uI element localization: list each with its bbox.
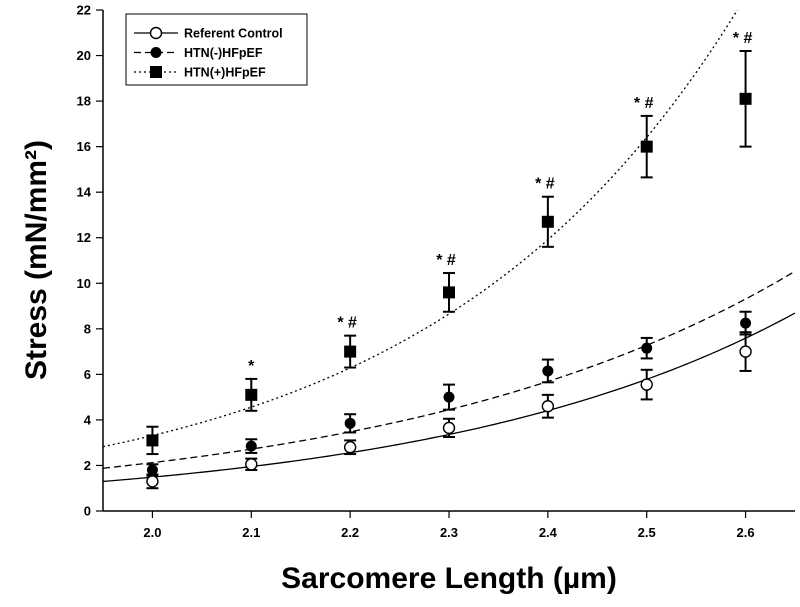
y-tick-label: 14 — [77, 185, 92, 200]
y-tick-label: 18 — [77, 94, 91, 109]
y-tick-label: 4 — [84, 412, 92, 427]
y-tick-label: 8 — [84, 321, 91, 336]
filled-circle-marker — [344, 417, 356, 429]
filled-circle-marker — [146, 464, 158, 476]
data-markers — [146, 92, 752, 488]
x-axis-title: Sarcomere Length (µm) — [281, 562, 617, 595]
open-circle-marker — [541, 400, 555, 413]
x-tick-label: 2.2 — [341, 525, 359, 540]
y-axis-ticks: 0 2 4 6 8 10 12 14 16 18 20 22 — [77, 3, 103, 519]
significance-label: * # — [436, 252, 456, 269]
y-axis-title: Stress (mN/mm²) — [20, 140, 53, 380]
filled-circle-marker — [740, 317, 752, 329]
filled-circle-marker — [245, 440, 257, 452]
y-tick-label: 22 — [77, 3, 91, 18]
y-tick-label: 6 — [84, 367, 91, 382]
x-tick-label: 2.0 — [143, 525, 161, 540]
legend-label: HTN(-)HFpEF — [184, 46, 263, 60]
square-marker — [739, 92, 752, 105]
significance-label: * — [248, 358, 255, 375]
x-axis-ticks: 2.0 2.1 2.2 2.3 2.4 2.5 2.6 — [143, 511, 755, 540]
open-circle-marker — [343, 441, 357, 454]
significance-label: * # — [634, 95, 654, 112]
x-tick-label: 2.1 — [242, 525, 260, 540]
square-marker — [541, 215, 554, 228]
square-marker — [640, 140, 653, 153]
x-tick-label: 2.6 — [737, 525, 755, 540]
open-circle-marker — [739, 345, 752, 358]
open-circle-marker — [245, 458, 258, 471]
x-tick-label: 2.4 — [539, 525, 558, 540]
legend-label: HTN(+)HFpEF — [184, 66, 266, 80]
y-tick-label: 0 — [84, 504, 91, 519]
y-tick-label: 10 — [77, 276, 91, 291]
filled-circle-marker — [443, 391, 455, 403]
square-marker — [443, 286, 455, 299]
filled-circle-marker — [150, 47, 162, 58]
square-marker — [150, 66, 162, 78]
square-marker — [344, 345, 357, 358]
significance-label: * # — [733, 30, 753, 47]
significance-label: * # — [535, 176, 555, 193]
filled-circle-marker — [542, 365, 554, 377]
x-tick-label: 2.5 — [638, 525, 656, 540]
y-tick-label: 12 — [77, 230, 91, 245]
open-circle-marker — [146, 475, 159, 488]
legend: Referent Control HTN(-)HFpEF HTN(+)HFpEF — [125, 13, 308, 86]
significance-annotations: * * # * # * # * # * # — [248, 30, 752, 375]
open-circle-marker — [442, 421, 456, 435]
square-marker — [146, 434, 159, 447]
x-tick-label: 2.3 — [440, 525, 458, 540]
square-marker — [245, 388, 258, 401]
legend-label: Referent Control — [184, 27, 283, 41]
filled-circle-marker — [641, 342, 653, 354]
fit-curve — [103, 270, 795, 469]
y-tick-label: 16 — [77, 139, 91, 154]
open-circle-marker — [149, 26, 163, 40]
open-circle-marker — [640, 378, 653, 391]
significance-label: * # — [337, 315, 357, 332]
y-tick-label: 20 — [77, 48, 91, 63]
y-tick-label: 2 — [84, 458, 91, 473]
